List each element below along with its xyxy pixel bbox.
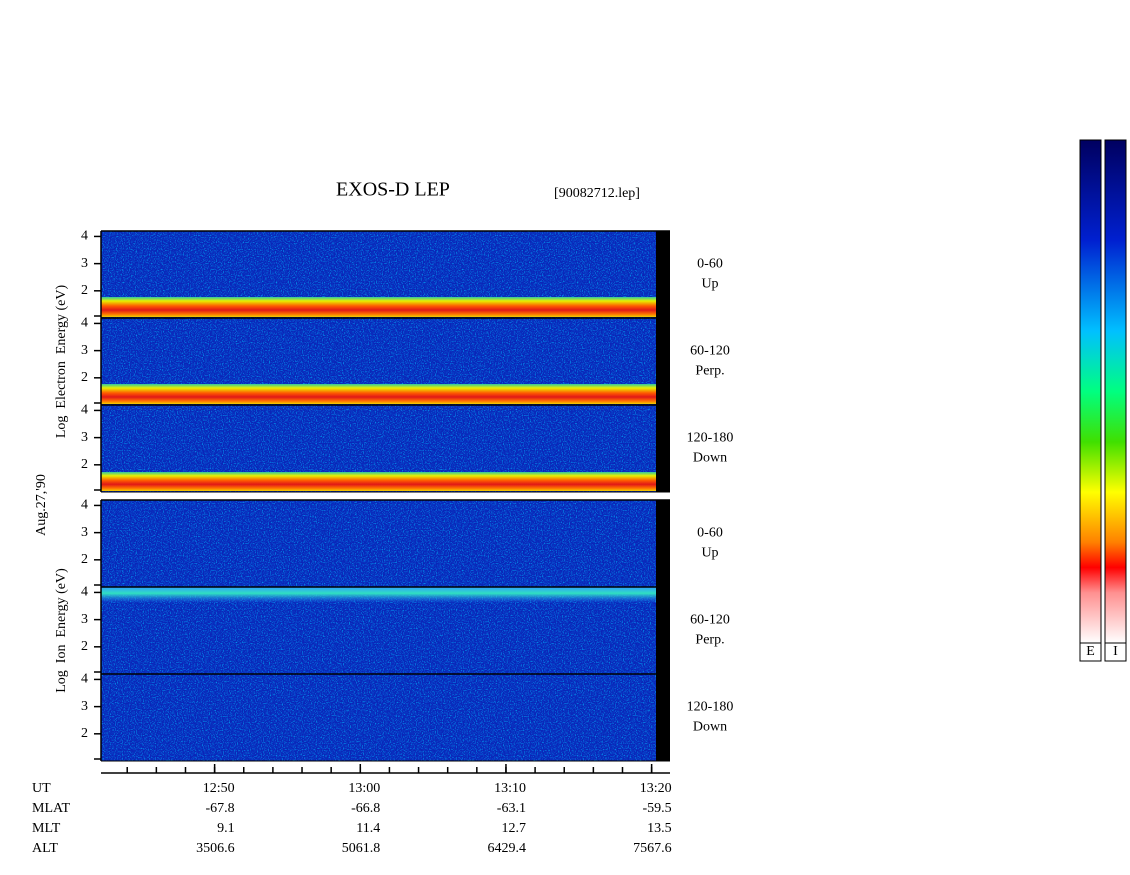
y-tick-label: 2 [81,457,88,472]
ephemeris-value: 7567.6 [633,841,672,856]
spectrogram-band [101,297,656,317]
y-tick-label: 4 [81,229,88,244]
data-gap [656,231,670,318]
y-tick-label: 3 [81,612,88,627]
ephemeris-value: 11.4 [356,821,380,836]
y-tick-label: 3 [81,525,88,540]
subpanel-direction: Down [693,451,727,466]
x-tick-label: 13:20 [640,781,672,796]
data-gap [656,318,670,405]
spectrogram-noise [101,674,656,761]
x-tick-label: 12:50 [203,781,235,796]
spectrogram-noise [101,500,656,587]
ephemeris-label: MLT [32,821,61,836]
subpanel-direction: Down [693,720,727,735]
ephemeris-value: -63.1 [497,801,526,816]
y-tick-label: 3 [81,699,88,714]
y-tick-label: 4 [81,498,88,513]
colorbar [1104,139,1127,644]
subpanel-direction: Up [701,277,718,292]
y-tick-label: 2 [81,370,88,385]
spectrogram-band [101,384,656,404]
date-label: Aug.27,'90 [34,474,49,536]
colorbar-label-box [1079,642,1102,662]
y-tick-label: 2 [81,726,88,741]
subpanel-range: 0-60 [697,257,723,272]
ephemeris-value: 12.7 [501,821,526,836]
file-name: [90082712.lep] [554,186,640,201]
ephemeris-label: ALT [32,841,58,856]
x-tick-label: 13:00 [348,781,380,796]
y-tick-label: 4 [81,403,88,418]
ephemeris-label: MLAT [32,801,71,816]
y-tick-label: 2 [81,639,88,654]
spectrogram-band [101,472,656,491]
y-tick-label: 2 [81,552,88,567]
data-gap [656,500,670,587]
chart-title: EXOS-D LEP [336,179,450,201]
subpanel-range: 0-60 [697,526,723,541]
ephemeris-value: -66.8 [351,801,380,816]
colorbar [1079,139,1102,644]
y-tick-label: 3 [81,343,88,358]
subpanel-direction: Up [701,546,718,561]
y-tick-label: 4 [81,672,88,687]
data-gap [656,674,670,761]
colorbar-label-box [1104,642,1127,662]
y-axis-label: Log Electron Energy (eV) [54,285,69,439]
subpanel-range: 60-120 [690,613,730,628]
ephemeris-value: 5061.8 [342,841,381,856]
ephemeris-value: -59.5 [642,801,671,816]
y-tick-label: 2 [81,283,88,298]
x-tick-label: 13:10 [494,781,526,796]
colorbar-label: I [1113,644,1118,659]
ephemeris-value: 3506.6 [196,841,235,856]
ephemeris-value: -67.8 [205,801,234,816]
subpanel-direction: Perp. [695,633,724,648]
x-axis-label: UT [32,781,51,796]
y-tick-label: 4 [81,585,88,600]
subpanel-range: 120-180 [687,700,734,715]
subpanel-direction: Perp. [695,364,724,379]
subpanel-range: 60-120 [690,344,730,359]
y-tick-label: 4 [81,316,88,331]
colorbar-label: E [1086,644,1095,659]
y-tick-label: 3 [81,430,88,445]
ephemeris-value: 6429.4 [487,841,526,856]
data-gap [656,587,670,674]
data-gap [656,405,670,492]
ephemeris-value: 13.5 [647,821,672,836]
subpanel-range: 120-180 [687,431,734,446]
ephemeris-value: 9.1 [217,821,235,836]
y-axis-label: Log Ion Energy (eV) [54,568,69,693]
y-tick-label: 3 [81,256,88,271]
spectrogram-band [101,587,656,603]
